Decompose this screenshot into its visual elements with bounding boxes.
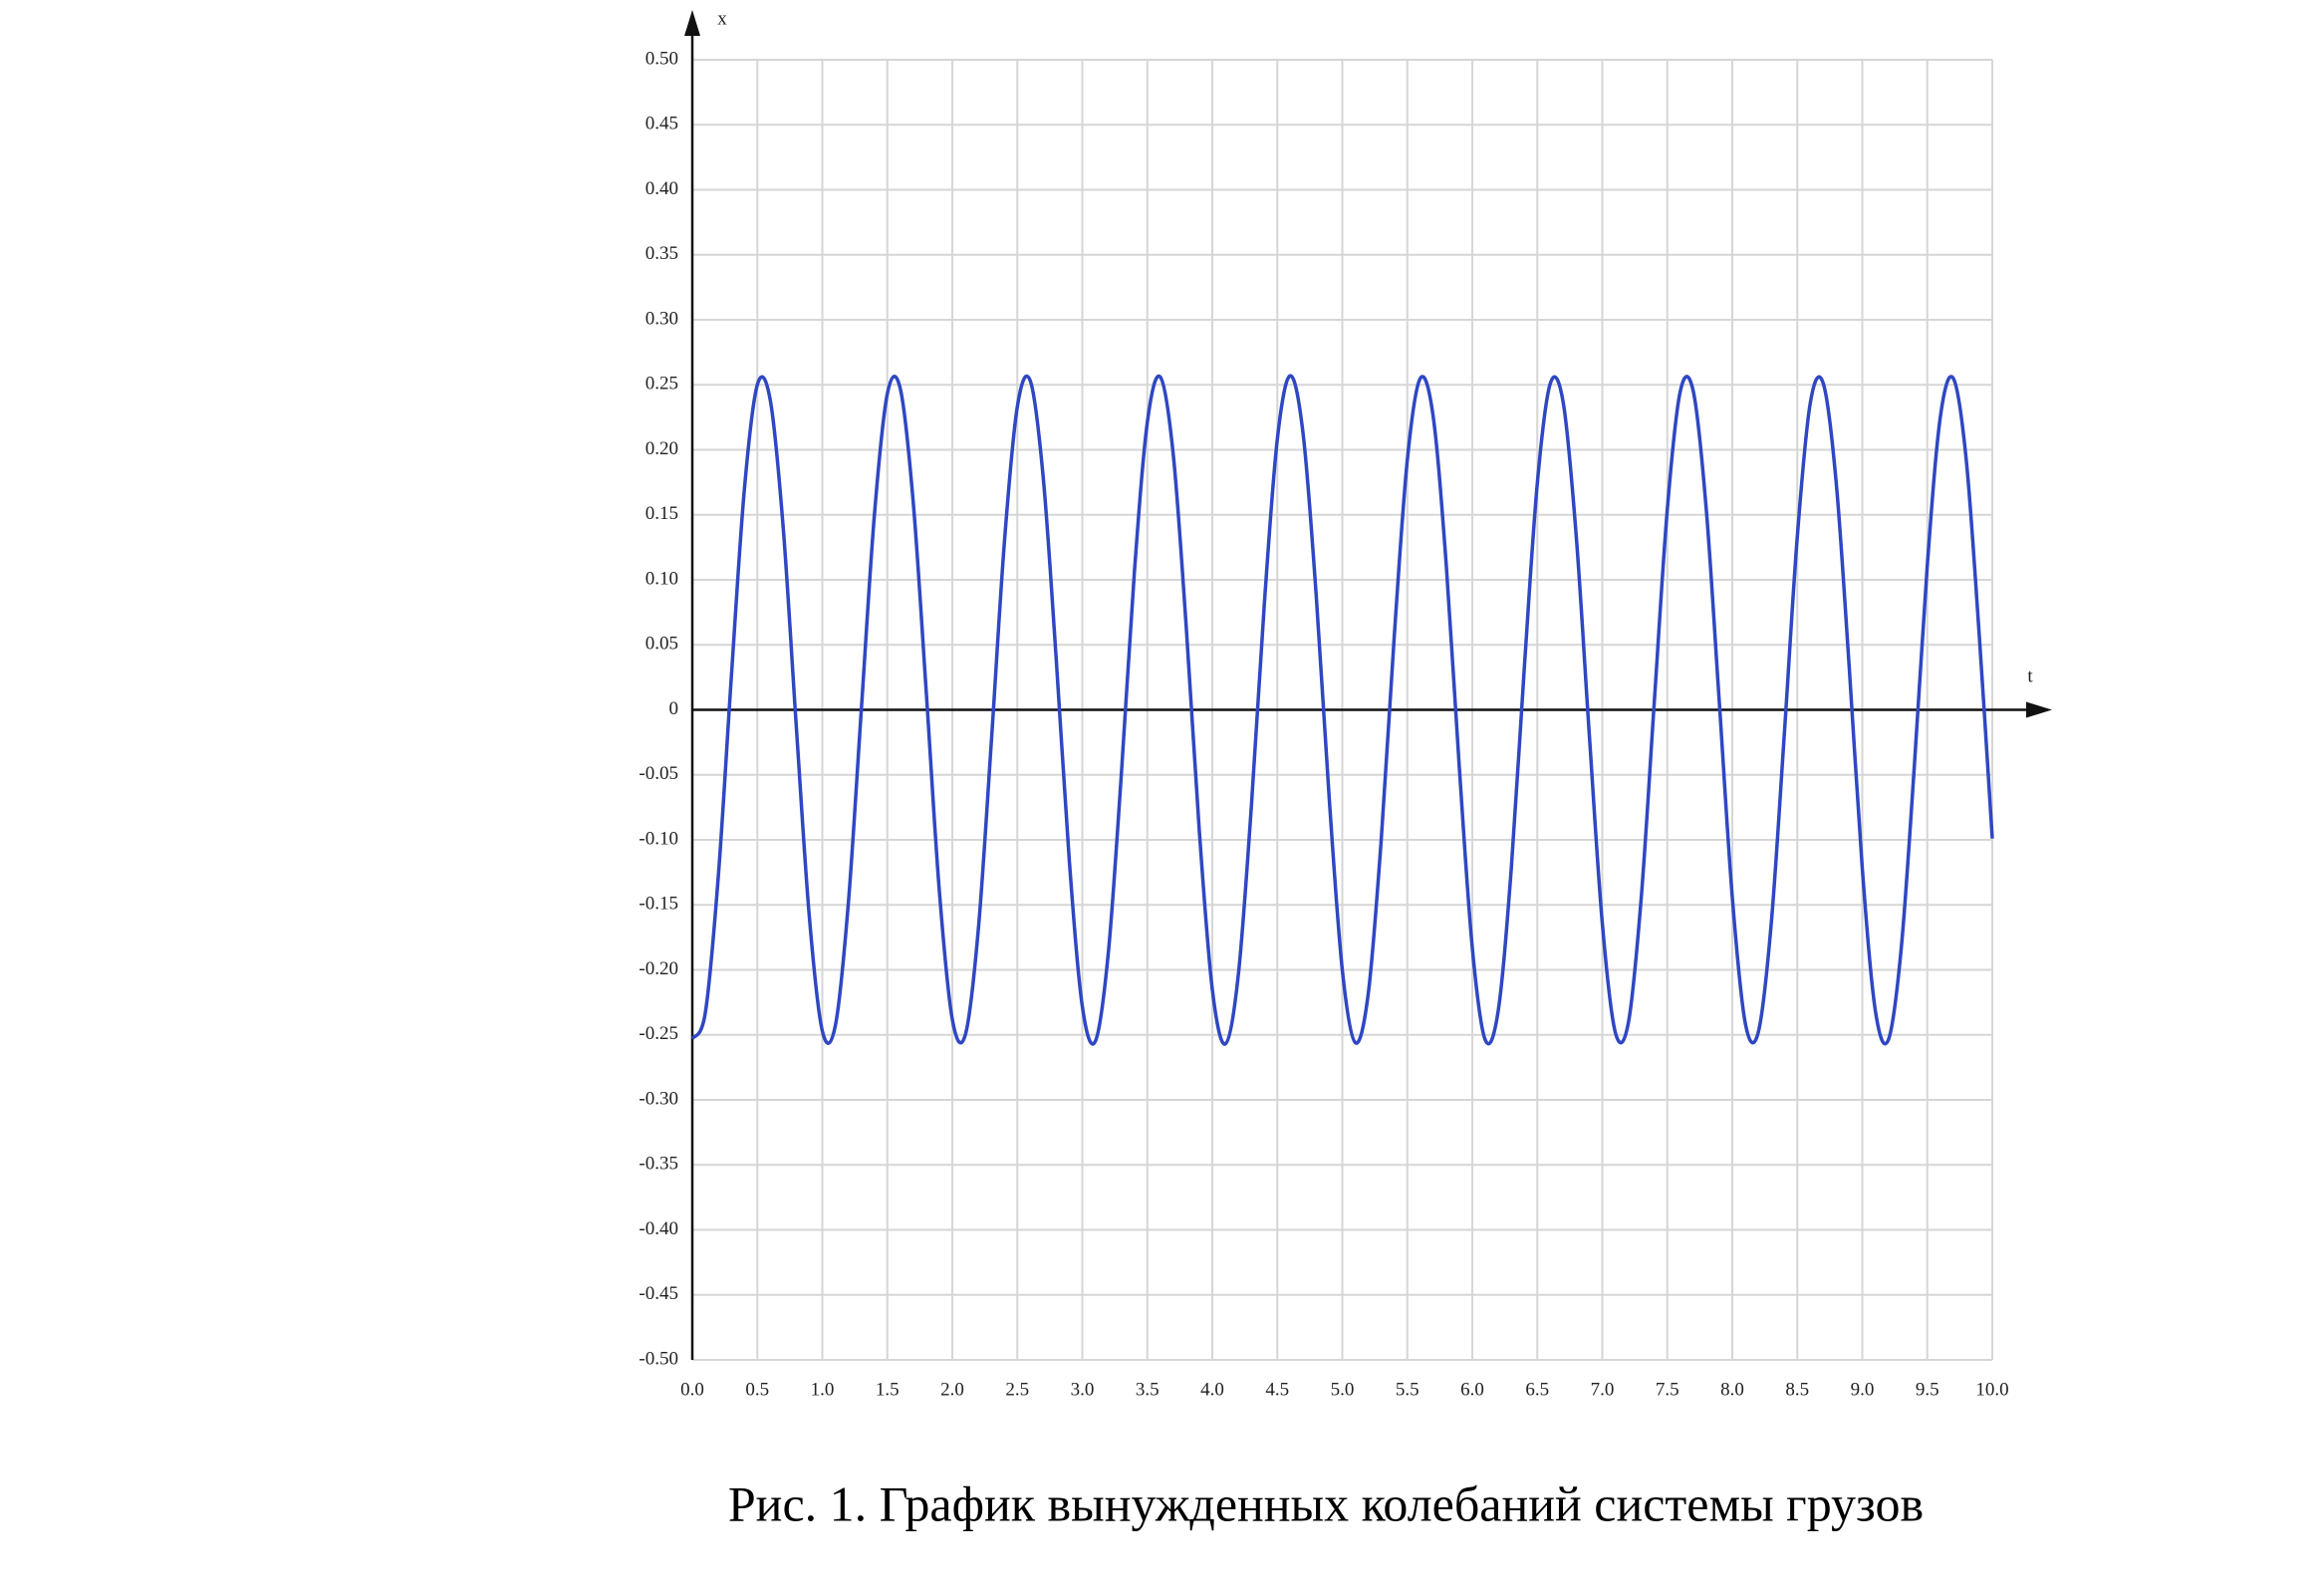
x-tick-label: 6.0 xyxy=(1460,1379,1484,1400)
x-tick-label: 7.5 xyxy=(1656,1379,1679,1400)
x-tick-label: 8.0 xyxy=(1720,1379,1744,1400)
x-tick-label: 2.0 xyxy=(940,1379,964,1400)
x-tick-label: 0.0 xyxy=(680,1379,704,1400)
y-tick-label: -0.25 xyxy=(639,1023,678,1044)
x-tick-label: 1.5 xyxy=(876,1379,900,1400)
x-axis-label: t xyxy=(2027,665,2033,686)
x-tick-label: 8.5 xyxy=(1785,1379,1809,1400)
y-tick-label: -0.10 xyxy=(639,828,678,849)
x-tick-label: 0.5 xyxy=(745,1379,769,1400)
y-tick-label: -0.05 xyxy=(639,763,678,784)
y-axis-label: x xyxy=(717,8,727,29)
y-tick-label: -0.40 xyxy=(639,1218,678,1239)
y-tick-label: -0.20 xyxy=(639,958,678,979)
y-tick-label: 0 xyxy=(669,698,679,719)
x-tick-label: 4.5 xyxy=(1265,1379,1289,1400)
x-tick-label: 9.0 xyxy=(1851,1379,1875,1400)
y-tick-label: 0.40 xyxy=(646,178,678,199)
x-tick-label: 9.5 xyxy=(1916,1379,1939,1400)
y-tick-label: -0.45 xyxy=(639,1283,678,1304)
y-tick-label: 0.50 xyxy=(646,48,678,69)
x-tick-label: 2.5 xyxy=(1005,1379,1029,1400)
y-tick-label: -0.50 xyxy=(639,1348,678,1369)
y-tick-label: -0.15 xyxy=(639,894,678,915)
y-tick-label: 0.20 xyxy=(646,438,678,459)
y-tick-label: -0.30 xyxy=(639,1088,678,1109)
x-tick-label: 5.0 xyxy=(1331,1379,1355,1400)
y-axis-arrow xyxy=(684,10,700,36)
x-tick-label: 5.5 xyxy=(1396,1379,1420,1400)
y-tick-label: 0.15 xyxy=(646,503,678,524)
x-axis-arrow xyxy=(2026,701,2052,718)
caption: Рис. 1. График вынужденных колебаний сис… xyxy=(728,1475,1924,1531)
y-tick-label: 0.30 xyxy=(646,308,678,329)
y-tick-label: -0.35 xyxy=(639,1154,678,1175)
y-tick-label: 0.10 xyxy=(646,568,678,589)
y-tick-label: 0.35 xyxy=(646,243,678,264)
x-tick-label: 4.0 xyxy=(1200,1379,1224,1400)
y-tick-label: 0.25 xyxy=(646,374,678,395)
x-tick-label: 1.0 xyxy=(811,1379,835,1400)
line-series xyxy=(690,374,1994,1046)
y-tick-label: 0.45 xyxy=(646,114,678,134)
x-tick-label: 6.5 xyxy=(1525,1379,1549,1400)
x-tick-label: 10.0 xyxy=(1975,1379,2008,1400)
y-tick-label: 0.05 xyxy=(646,634,678,655)
x-tick-label: 3.5 xyxy=(1136,1379,1160,1400)
x-tick-label: 3.0 xyxy=(1071,1379,1095,1400)
x-tick-label: 7.0 xyxy=(1591,1379,1615,1400)
